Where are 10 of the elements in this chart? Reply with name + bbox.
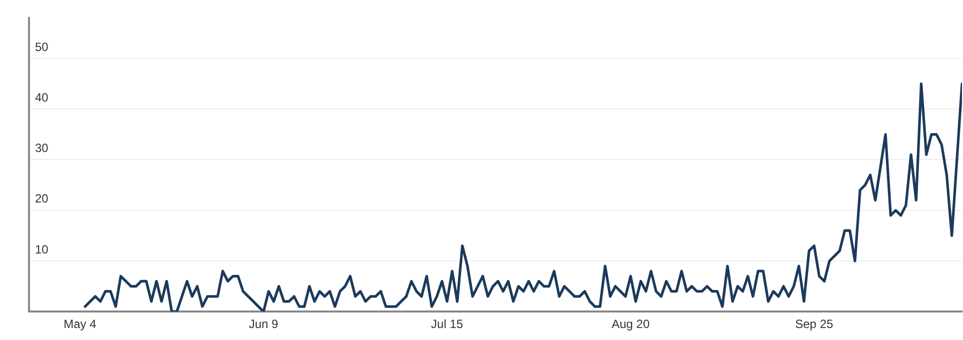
x-tick-label: Jul 15 [431,317,464,332]
x-tick-label: Sep 25 [795,317,834,332]
y-tick-label: 30 [35,141,49,156]
y-tick-label: 40 [35,90,49,104]
y-tick-label: 20 [35,192,49,206]
x-tick-label: Aug 20 [612,317,650,332]
x-tick-label: Jun 9 [248,317,279,332]
y-tick-label: 50 [35,40,49,54]
x-tick-label: May 4 [64,317,97,332]
y-tick-label: 10 [35,242,49,256]
